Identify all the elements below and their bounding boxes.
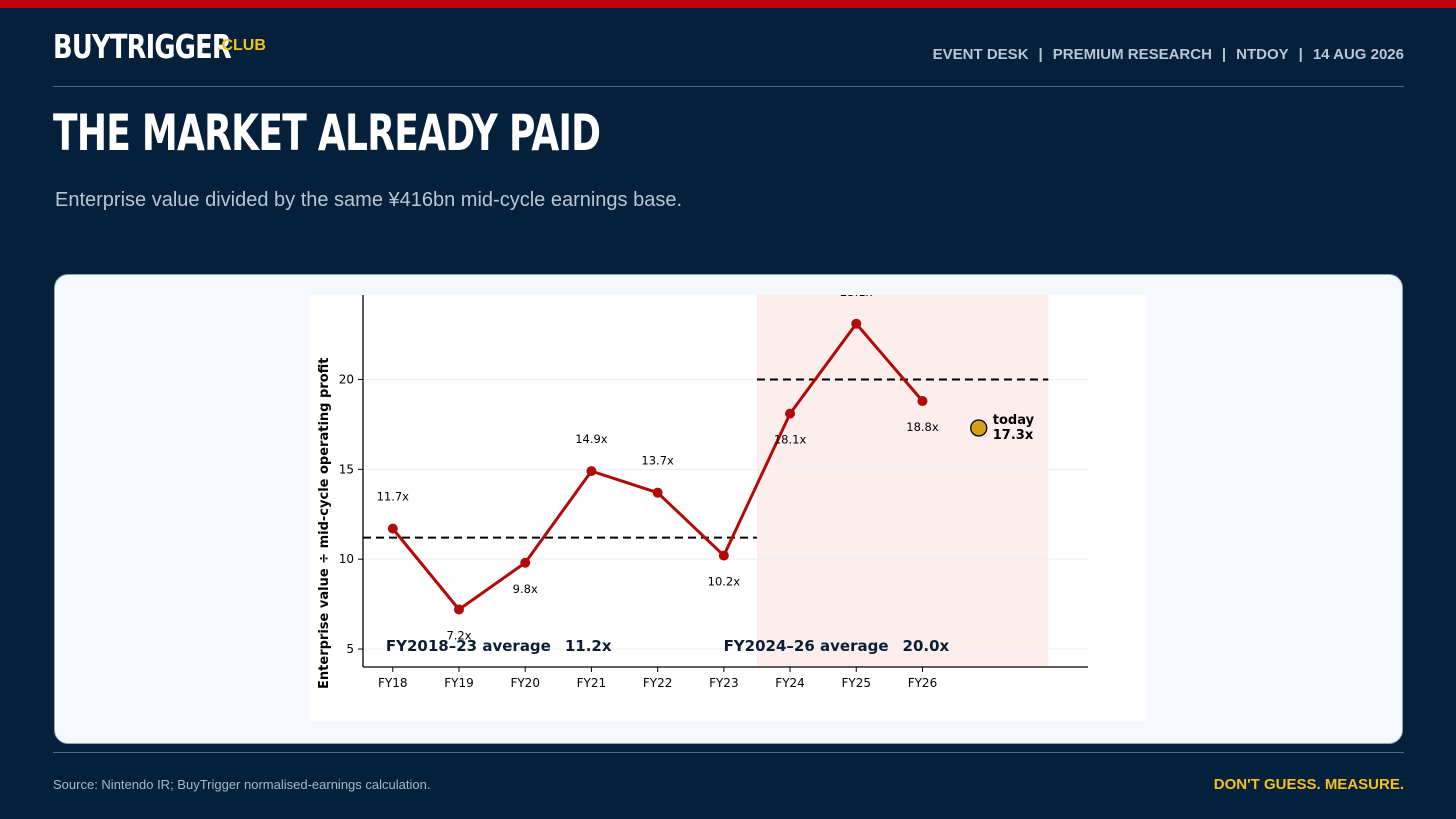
today-marker xyxy=(970,419,988,437)
data-point xyxy=(454,604,465,615)
meta-separator: | xyxy=(1038,46,1043,63)
x-tick-label: FY20 xyxy=(510,676,540,690)
meta-date: 14 AUG 2026 xyxy=(1312,46,1404,63)
shaded-period xyxy=(756,295,1049,667)
data-label: 7.2x xyxy=(446,628,471,642)
today-label: today xyxy=(993,413,1035,428)
ev-multiple-chart: 5 10 15 20 FY18 FY19 FY20 FY21 FY22 FY23 FY24 FY25 F… xyxy=(317,295,1088,690)
meta-ticker: NTDOY xyxy=(1236,46,1289,63)
x-tick-label: FY18 xyxy=(378,676,408,690)
y-tick-label: 10 xyxy=(339,552,354,566)
data-label: 11.7x xyxy=(377,490,410,504)
average-annotation-label: FY2024–26 average xyxy=(724,637,889,655)
x-tick-label: FY24 xyxy=(775,676,805,690)
data-label: 18.1x xyxy=(774,433,807,447)
average-annotation-label: FY2018–23 average xyxy=(386,637,551,655)
meta-separator: | xyxy=(1298,46,1303,63)
header-meta: EVENT DESK | PREMIUM RESEARCH | NTDOY | … xyxy=(933,46,1404,63)
page-subtitle: Enterprise value divided by the same ¥41… xyxy=(55,189,683,211)
x-tick-label: FY19 xyxy=(444,676,474,690)
data-label: 18.8x xyxy=(906,420,939,434)
average-annotation: FY2018–23 average 11.2x xyxy=(386,637,612,655)
x-tick-label: FY26 xyxy=(908,676,938,690)
y-axis-label: Enterprise value ÷ mid-cycle operating p… xyxy=(317,358,332,689)
chart-canvas: 5 10 15 20 FY18 FY19 FY20 FY21 FY22 FY23 FY24 FY25 F… xyxy=(309,295,1147,721)
meta-category: PREMIUM RESEARCH xyxy=(1052,46,1212,63)
meta-desk: EVENT DESK xyxy=(932,46,1029,63)
data-point xyxy=(785,408,796,419)
average-annotation: FY2024–26 average 20.0x xyxy=(724,637,950,655)
brand-name: BUYTRIGGER xyxy=(53,27,232,66)
footer-divider xyxy=(53,752,1404,753)
y-tick-label: 20 xyxy=(339,372,354,386)
header-divider xyxy=(53,86,1404,87)
y-tick-label: 15 xyxy=(339,462,354,476)
y-tick-label: 5 xyxy=(346,642,354,656)
source-note: Source: Nintendo IR; BuyTrigger normalis… xyxy=(53,777,431,792)
data-point xyxy=(917,396,928,407)
top-accent-bar xyxy=(0,0,1456,8)
data-point xyxy=(851,318,862,329)
data-point xyxy=(520,557,531,568)
data-point xyxy=(652,487,663,498)
x-tick-label: FY21 xyxy=(577,676,607,690)
data-point xyxy=(586,466,597,477)
today-value: 17.3x xyxy=(993,428,1034,443)
data-label: 23.1x xyxy=(840,295,873,299)
average-annotation-value: 11.2x xyxy=(565,637,612,655)
data-point xyxy=(718,550,729,561)
data-point xyxy=(387,523,398,534)
data-label: 13.7x xyxy=(641,454,674,468)
meta-separator: | xyxy=(1221,46,1227,63)
data-label: 9.8x xyxy=(513,582,538,596)
brand-suffix: .CLUB xyxy=(217,37,266,54)
x-tick-label: FY25 xyxy=(842,676,872,690)
data-label: 14.9x xyxy=(575,432,608,446)
x-tick-label: FY22 xyxy=(643,676,673,690)
page-title: THE MARKET ALREADY PAID xyxy=(53,104,601,162)
x-tick-label: FY23 xyxy=(709,676,739,690)
brand-logo[interactable]: BUYTRIGGER .CLUB xyxy=(53,28,281,68)
tagline: DON'T GUESS. MEASURE. xyxy=(1213,776,1404,793)
data-label: 10.2x xyxy=(708,575,741,589)
average-annotation-value: 20.0x xyxy=(903,637,950,655)
